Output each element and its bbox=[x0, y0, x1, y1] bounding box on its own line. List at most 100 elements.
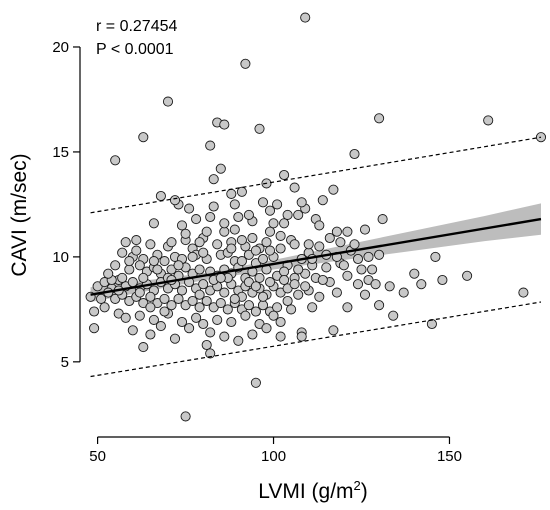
data-point bbox=[359, 224, 371, 235]
data-point bbox=[145, 329, 156, 340]
data-point bbox=[226, 188, 237, 199]
data-point bbox=[247, 232, 258, 244]
data-point bbox=[205, 140, 216, 151]
data-point bbox=[430, 251, 441, 262]
y-axis-label: CAVI (m/sec) bbox=[8, 153, 31, 276]
data-point bbox=[219, 226, 230, 237]
data-point bbox=[279, 266, 290, 277]
y-tick-label: 10 bbox=[52, 249, 69, 266]
data-point bbox=[307, 302, 318, 313]
data-point bbox=[356, 264, 367, 275]
data-point bbox=[215, 163, 226, 174]
data-point bbox=[155, 321, 166, 332]
confidence-band bbox=[90, 203, 541, 302]
data-point bbox=[338, 260, 349, 271]
data-point bbox=[437, 274, 448, 286]
data-point bbox=[388, 310, 399, 321]
data-point bbox=[264, 205, 276, 216]
data-point bbox=[342, 226, 353, 237]
data-point bbox=[173, 293, 184, 304]
data-point bbox=[314, 241, 325, 252]
data-point bbox=[191, 312, 202, 323]
data-point bbox=[169, 195, 181, 206]
data-point bbox=[215, 272, 226, 283]
data-point bbox=[162, 96, 174, 107]
data-point bbox=[268, 218, 279, 229]
data-point bbox=[138, 272, 149, 283]
data-point bbox=[370, 279, 381, 290]
regression-line bbox=[90, 217, 542, 296]
data-point bbox=[328, 184, 339, 195]
data-point bbox=[314, 291, 325, 302]
data-point bbox=[194, 289, 205, 300]
data-point bbox=[300, 281, 311, 292]
data-point bbox=[236, 186, 247, 197]
data-point bbox=[229, 224, 240, 235]
data-point bbox=[201, 339, 212, 351]
data-point bbox=[331, 287, 342, 298]
data-point bbox=[212, 239, 223, 250]
data-point bbox=[198, 318, 209, 330]
data-point bbox=[289, 239, 300, 250]
data-point bbox=[279, 274, 290, 286]
data-point bbox=[535, 132, 547, 143]
data-point bbox=[342, 270, 353, 281]
data-point bbox=[169, 333, 181, 344]
data-point bbox=[264, 277, 276, 288]
data-point bbox=[272, 302, 283, 313]
data-point bbox=[289, 182, 300, 193]
data-point bbox=[352, 253, 364, 265]
data-point bbox=[374, 249, 385, 260]
data-point bbox=[226, 243, 237, 254]
data-point bbox=[257, 291, 269, 302]
data-point bbox=[184, 203, 195, 214]
data-point bbox=[275, 316, 286, 328]
data-point bbox=[254, 123, 265, 134]
data-point bbox=[176, 220, 188, 231]
data-point bbox=[349, 148, 360, 160]
data-point bbox=[254, 272, 265, 283]
data-point bbox=[212, 314, 223, 325]
data-point bbox=[187, 295, 198, 307]
data-point bbox=[166, 300, 177, 311]
data-point bbox=[250, 306, 261, 317]
data-point bbox=[110, 260, 121, 271]
data-point bbox=[289, 279, 300, 290]
p-value-text: P < 0.0001 bbox=[96, 41, 174, 58]
data-point bbox=[201, 226, 212, 237]
data-point bbox=[243, 209, 254, 220]
data-point bbox=[233, 211, 244, 223]
data-point bbox=[226, 316, 237, 328]
data-point bbox=[331, 226, 342, 237]
data-point bbox=[268, 310, 279, 321]
data-point bbox=[367, 264, 378, 275]
data-point bbox=[398, 287, 409, 298]
data-point bbox=[205, 348, 216, 359]
data-point bbox=[103, 268, 114, 279]
data-point bbox=[131, 235, 142, 246]
x-tick-label: 150 bbox=[437, 448, 462, 465]
data-point bbox=[159, 306, 170, 317]
data-point bbox=[317, 195, 328, 206]
data-point bbox=[462, 270, 473, 281]
data-point bbox=[219, 287, 230, 298]
data-point bbox=[282, 209, 293, 220]
data-point bbox=[275, 230, 286, 241]
data-point bbox=[275, 331, 286, 342]
data-point bbox=[117, 247, 128, 258]
data-point bbox=[191, 214, 202, 225]
data-point bbox=[250, 377, 261, 388]
data-point bbox=[279, 169, 290, 181]
data-point bbox=[264, 226, 276, 237]
data-point bbox=[314, 220, 325, 231]
data-point bbox=[272, 199, 283, 210]
data-point bbox=[328, 325, 339, 336]
data-point bbox=[426, 318, 437, 330]
data-point bbox=[257, 253, 269, 265]
data-point bbox=[176, 285, 188, 296]
data-point bbox=[300, 12, 311, 23]
data-point bbox=[321, 262, 332, 273]
data-point bbox=[264, 245, 276, 256]
prediction-lower-line bbox=[90, 301, 542, 378]
data-point bbox=[229, 199, 240, 210]
